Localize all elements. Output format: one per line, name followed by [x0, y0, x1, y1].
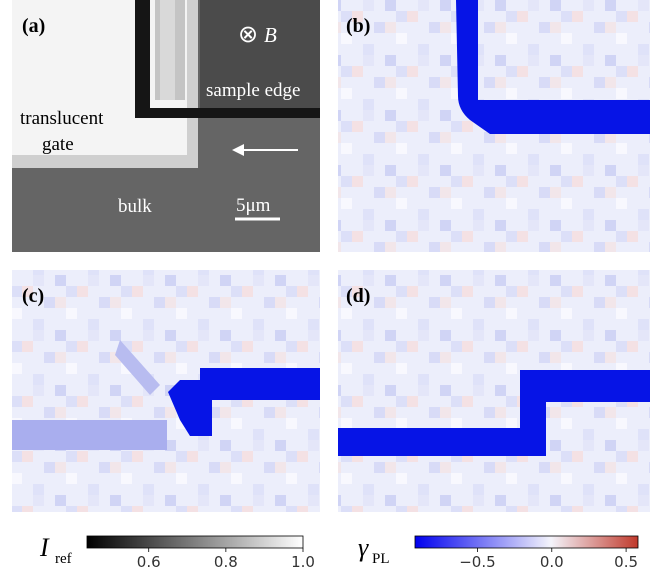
annotation: B	[264, 23, 277, 47]
colorbar-label: ref	[55, 551, 72, 567]
panel-a	[12, 0, 320, 252]
tick-label: 0.5	[614, 553, 638, 571]
colorbar-label: I	[39, 533, 50, 562]
tick-label: 0.6	[137, 553, 161, 571]
colorbar	[86, 535, 304, 549]
annotation: bulk	[118, 196, 152, 217]
panel-d	[338, 270, 650, 512]
tick-label: −0.5	[459, 553, 495, 571]
panel-label: (b)	[346, 15, 370, 37]
panel-label: (c)	[22, 285, 44, 307]
panel-label: (a)	[22, 15, 45, 37]
colorbar-label: γ	[358, 533, 369, 562]
tick-label: 1.0	[291, 553, 315, 571]
tick-label: 0.0	[540, 553, 564, 571]
panel-c	[12, 270, 320, 512]
annotation: sample edge	[206, 80, 300, 101]
tick-label: 0.8	[214, 553, 238, 571]
annotation: 5μm	[236, 195, 271, 216]
annotation: ⊗	[238, 22, 258, 48]
panel-label: (d)	[346, 285, 370, 307]
annotation: gate	[42, 134, 74, 155]
colorbar	[414, 535, 639, 549]
annotation: translucent	[20, 108, 104, 129]
panel-b	[338, 0, 650, 252]
colorbar-label: PL	[372, 551, 390, 567]
